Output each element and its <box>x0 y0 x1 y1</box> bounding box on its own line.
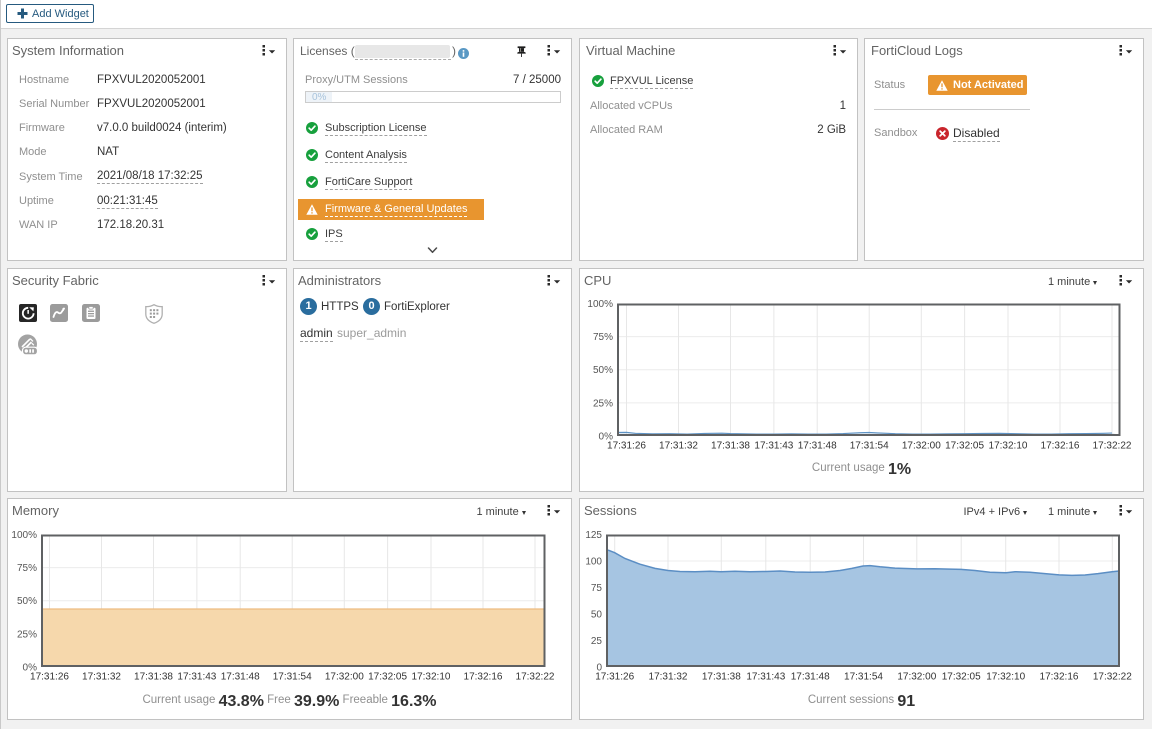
svg-text:100: 100 <box>585 557 602 568</box>
svg-text:17:31:26: 17:31:26 <box>607 441 646 452</box>
svg-text:17:32:10: 17:32:10 <box>989 441 1028 452</box>
svg-text:125: 125 <box>585 530 602 541</box>
svg-text:17:32:22: 17:32:22 <box>1093 441 1132 452</box>
svg-text:25%: 25% <box>593 398 613 409</box>
svg-text:75%: 75% <box>593 332 613 343</box>
svg-text:17:32:05: 17:32:05 <box>945 441 984 452</box>
svg-text:17:31:54: 17:31:54 <box>273 672 312 683</box>
svg-text:17:32:16: 17:32:16 <box>1040 672 1079 683</box>
svg-text:25: 25 <box>591 636 603 647</box>
svg-text:17:32:00: 17:32:00 <box>325 672 364 683</box>
svg-text:50%: 50% <box>17 596 37 607</box>
svg-text:17:32:16: 17:32:16 <box>1041 441 1080 452</box>
svg-text:17:31:54: 17:31:54 <box>844 672 883 683</box>
svg-text:17:32:05: 17:32:05 <box>368 672 407 683</box>
svg-text:17:32:00: 17:32:00 <box>897 672 936 683</box>
svg-text:17:31:32: 17:31:32 <box>659 441 698 452</box>
svg-text:0%: 0% <box>599 432 614 443</box>
svg-text:17:31:48: 17:31:48 <box>798 441 837 452</box>
svg-text:17:31:43: 17:31:43 <box>746 672 785 683</box>
svg-text:17:31:48: 17:31:48 <box>791 672 830 683</box>
svg-text:17:32:10: 17:32:10 <box>986 672 1025 683</box>
svg-text:17:32:16: 17:32:16 <box>464 672 503 683</box>
svg-text:17:31:38: 17:31:38 <box>134 672 173 683</box>
svg-text:17:32:00: 17:32:00 <box>902 441 941 452</box>
svg-text:17:31:32: 17:31:32 <box>649 672 688 683</box>
svg-text:17:32:10: 17:32:10 <box>412 672 451 683</box>
svg-text:17:32:22: 17:32:22 <box>516 672 555 683</box>
svg-text:100%: 100% <box>587 299 613 310</box>
svg-text:25%: 25% <box>17 629 37 640</box>
svg-text:17:31:48: 17:31:48 <box>221 672 260 683</box>
svg-text:17:31:32: 17:31:32 <box>82 672 121 683</box>
svg-text:17:32:05: 17:32:05 <box>942 672 981 683</box>
svg-text:0%: 0% <box>23 663 38 674</box>
svg-text:0: 0 <box>596 663 602 674</box>
svg-text:17:31:43: 17:31:43 <box>754 441 793 452</box>
svg-text:17:31:26: 17:31:26 <box>30 672 69 683</box>
svg-text:17:31:43: 17:31:43 <box>177 672 216 683</box>
svg-text:17:31:26: 17:31:26 <box>595 672 634 683</box>
svg-text:17:31:54: 17:31:54 <box>850 441 889 452</box>
svg-text:75%: 75% <box>17 563 37 574</box>
svg-text:50: 50 <box>591 610 603 621</box>
svg-text:100%: 100% <box>11 530 37 541</box>
svg-text:75: 75 <box>591 583 603 594</box>
svg-text:17:32:22: 17:32:22 <box>1093 672 1132 683</box>
svg-text:50%: 50% <box>593 365 613 376</box>
svg-text:17:31:38: 17:31:38 <box>702 672 741 683</box>
svg-text:17:31:38: 17:31:38 <box>711 441 750 452</box>
